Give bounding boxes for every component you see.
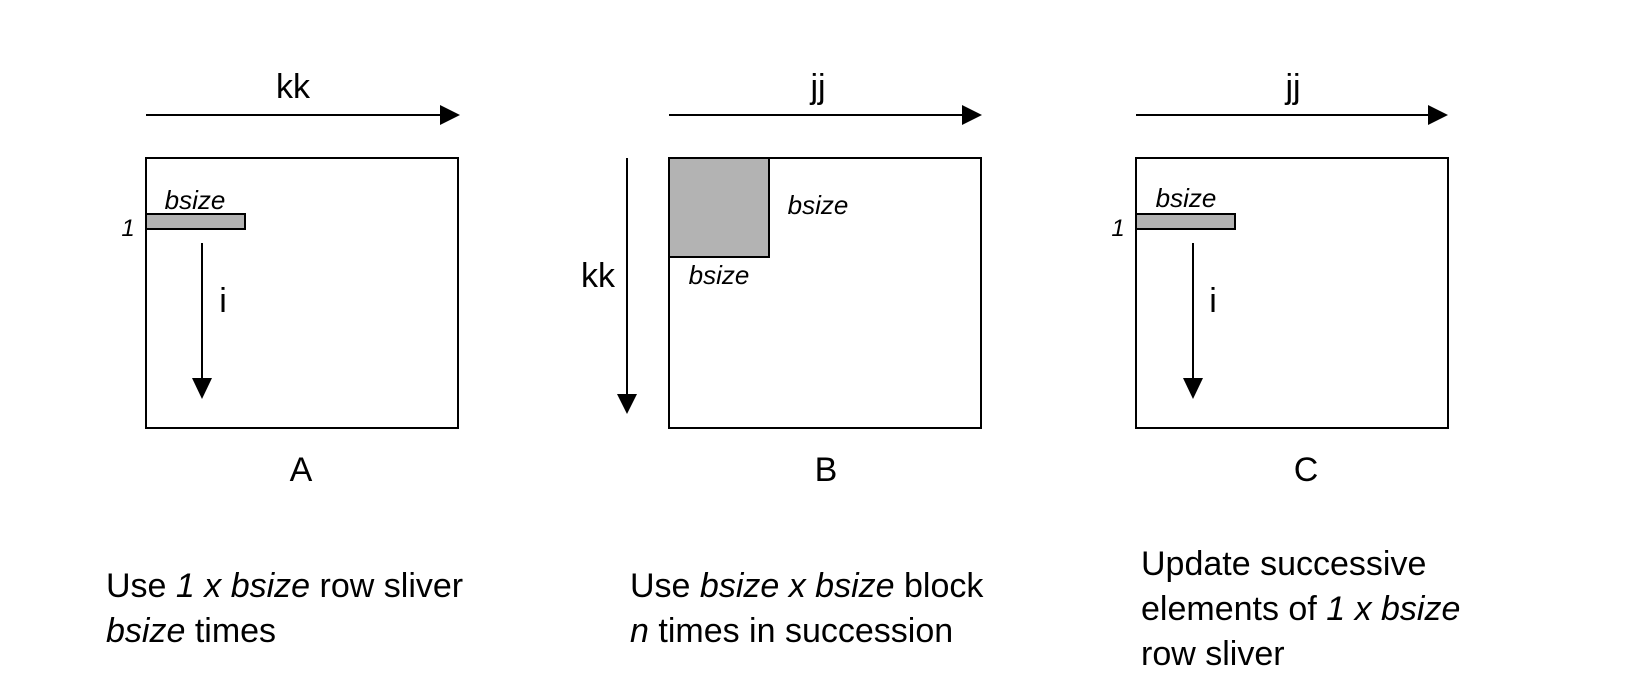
- caption-italic-run: 1 x bsize: [175, 567, 311, 605]
- caption-line: Update successive: [1141, 542, 1460, 587]
- matrix-b: [668, 157, 982, 429]
- caption-line: n times in succession: [630, 609, 983, 654]
- caption-run: row sliver: [1141, 635, 1285, 673]
- row-count-label: 1: [1111, 215, 1124, 242]
- jj-arrowhead: [962, 105, 982, 125]
- jj-label: jj: [809, 68, 825, 106]
- matrix-a: [145, 157, 459, 429]
- caption-italic-run: bsize x bsize: [699, 567, 895, 605]
- matrix-c: [1135, 157, 1449, 429]
- caption-italic-run: 1 x bsize: [1326, 590, 1461, 628]
- kk-label: kk: [276, 68, 311, 106]
- kk-arrowhead-vertical: [617, 394, 637, 414]
- i-label: i: [219, 282, 227, 320]
- row-sliver: [1135, 213, 1236, 230]
- panel-a: kk bsize 1 i A: [121, 68, 460, 489]
- jj-label: jj: [1284, 68, 1300, 106]
- caption-a: Use 1 x bsize row sliver bsize times: [106, 564, 463, 654]
- caption-run: row sliver: [310, 567, 464, 605]
- bsize-bottom-label: bsize: [689, 260, 750, 290]
- caption-run: Update successive: [1141, 545, 1427, 583]
- caption-run: times: [185, 612, 277, 650]
- caption-line: Use 1 x bsize row sliver: [106, 564, 463, 609]
- matrix-name-a: A: [290, 451, 313, 489]
- caption-run: elements of: [1141, 590, 1327, 628]
- caption-b: Use bsize x bsize block n times in succes…: [630, 564, 983, 654]
- bsize-right-label: bsize: [788, 190, 849, 220]
- kk-side-label: kk: [581, 257, 616, 295]
- caption-line: row sliver: [1141, 632, 1460, 677]
- caption-run: block: [894, 567, 984, 605]
- i-arrowhead: [192, 378, 212, 399]
- bsize-label: bsize: [165, 185, 226, 215]
- i-arrowhead: [1183, 378, 1203, 399]
- kk-arrowhead: [440, 105, 460, 125]
- bsize-label: bsize: [1156, 183, 1217, 213]
- i-label: i: [1209, 282, 1217, 320]
- panel-b: jj kk bsize bsize B: [581, 68, 982, 489]
- caption-line: bsize times: [106, 609, 463, 654]
- matrix-name-c: C: [1294, 451, 1319, 489]
- caption-italic-run: n: [630, 612, 649, 650]
- caption-c: Update successive elements of 1 x bsize ro…: [1141, 542, 1460, 677]
- panel-c: jj bsize 1 i C: [1111, 68, 1449, 489]
- caption-run: times in succession: [648, 612, 954, 650]
- caption-line: Use bsize x bsize block: [630, 564, 983, 609]
- jj-arrowhead: [1428, 105, 1448, 125]
- matrix-name-b: B: [815, 451, 838, 489]
- caption-line: elements of 1 x bsize: [1141, 587, 1460, 632]
- row-sliver: [145, 213, 246, 230]
- caption-run: Use: [106, 567, 176, 605]
- caption-run: Use: [630, 567, 700, 605]
- row-count-label: 1: [121, 215, 134, 242]
- caption-italic-run: bsize: [106, 612, 186, 650]
- square-block: [668, 157, 770, 258]
